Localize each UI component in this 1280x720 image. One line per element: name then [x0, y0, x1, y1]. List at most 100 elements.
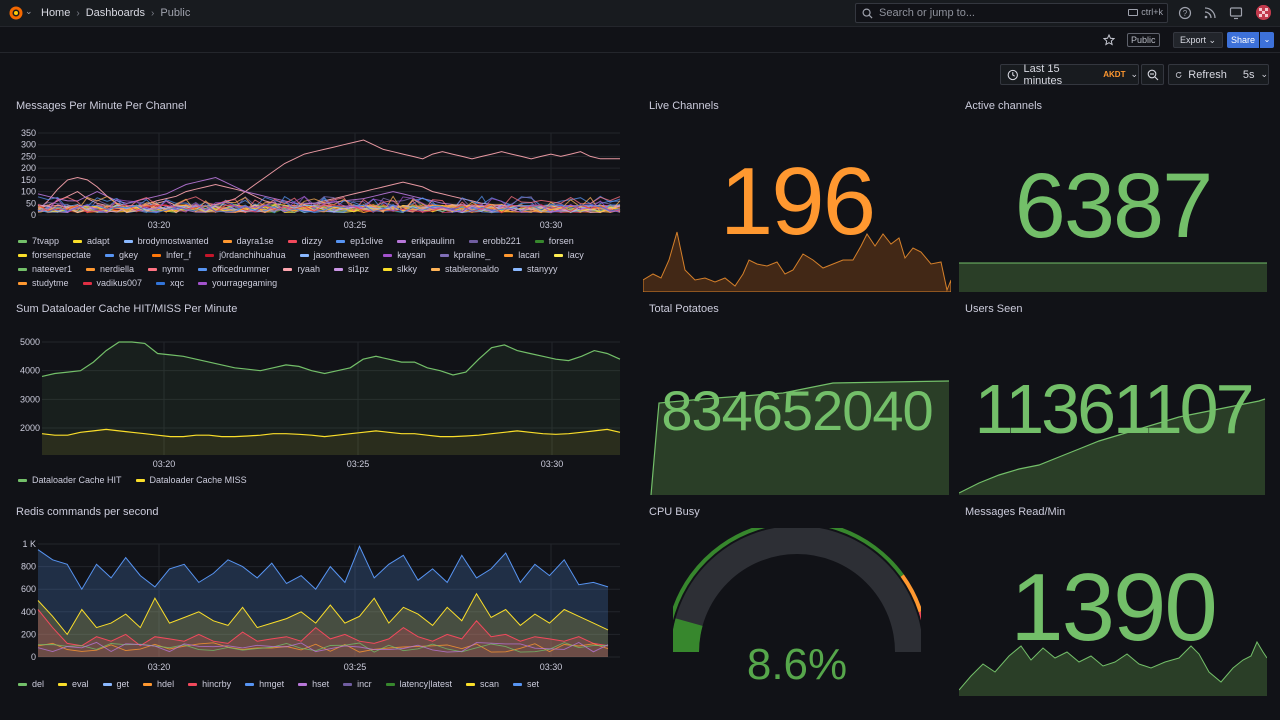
breadcrumb-home[interactable]: Home: [41, 7, 71, 19]
legend-item[interactable]: hdel: [143, 679, 174, 689]
avatar[interactable]: [1256, 5, 1271, 20]
timezone-label: AKDT: [1103, 70, 1126, 79]
legend-item[interactable]: yourragegaming: [198, 278, 277, 288]
legend-label: latency|latest: [399, 679, 452, 689]
share-dropdown-button[interactable]: ⌄: [1260, 32, 1274, 48]
clock-icon: [1007, 69, 1018, 80]
export-button[interactable]: Export ⌄: [1173, 32, 1224, 48]
help-icon[interactable]: ?: [1178, 6, 1192, 20]
legend-item[interactable]: adapt: [73, 236, 110, 246]
legend-item[interactable]: erobb221: [468, 236, 521, 246]
gauge-threshold-green: [673, 528, 904, 621]
legend-item[interactable]: set: [513, 679, 539, 689]
legend-item[interactable]: ryaah: [283, 264, 320, 274]
legend-item[interactable]: nerdiella: [86, 264, 134, 274]
legend-label: erikpaulinn: [411, 236, 455, 246]
legend-item[interactable]: jasontheween: [299, 250, 369, 260]
legend-item[interactable]: erikpaulinn: [397, 236, 455, 246]
legend-swatch: [553, 253, 563, 257]
search-input[interactable]: Search or jump to... ctrl+k: [855, 3, 1168, 23]
legend-item[interactable]: j0rdanchihuahua: [205, 250, 286, 260]
panel-cpu-busy: CPU Busy 8.6%: [643, 506, 951, 696]
legend-label: scan: [480, 679, 500, 689]
legend-item[interactable]: Dataloader Cache MISS: [135, 475, 247, 485]
legend-swatch: [513, 267, 523, 271]
legend-item[interactable]: slkky: [382, 264, 417, 274]
series-line: [41, 428, 621, 438]
legend-item[interactable]: stableronaldo: [430, 264, 500, 274]
legend-item[interactable]: 7tvapp: [18, 236, 59, 246]
series-line: [37, 139, 620, 209]
rss-icon[interactable]: [1203, 6, 1217, 20]
legend-item[interactable]: officedrummer: [198, 264, 269, 274]
legend-item[interactable]: brodymostwanted: [123, 236, 209, 246]
redis-timeseries-graph[interactable]: 1 K 800 600 400 200 0 03:20 03:25 03:30: [16, 534, 628, 674]
legend-label: 7tvapp: [32, 236, 60, 246]
legend-item[interactable]: incr: [343, 679, 372, 689]
live-channels-value: 196: [719, 148, 876, 255]
legend-swatch: [123, 239, 133, 243]
legend-swatch: [336, 239, 346, 243]
legend-label: stableronaldo: [444, 264, 500, 274]
monitor-icon[interactable]: [1229, 6, 1243, 20]
x-tick-label: 03:20: [148, 662, 171, 672]
legend-item[interactable]: kpraline_: [439, 250, 490, 260]
zoom-out-button[interactable]: [1141, 64, 1164, 85]
refresh-button[interactable]: Refresh 5s ⌄: [1168, 64, 1269, 85]
legend-item[interactable]: lacari: [504, 250, 540, 260]
legend-item[interactable]: latency|latest: [385, 679, 452, 689]
chevron-down-icon: ⌄: [1263, 35, 1271, 44]
share-button[interactable]: Share: [1227, 32, 1259, 48]
legend-swatch: [188, 682, 198, 686]
dataloader-timeseries-graph[interactable]: 5000 4000 3000 2000 03:20 03:25 03:30: [16, 331, 628, 471]
users-seen-value: 11361107: [974, 370, 1254, 448]
legend-item[interactable]: dizzy: [287, 236, 322, 246]
breadcrumb-dashboards[interactable]: Dashboards: [85, 7, 146, 19]
legend-swatch: [18, 682, 27, 686]
legend-item[interactable]: vadikus007: [82, 278, 142, 288]
legend-item[interactable]: eval: [58, 679, 89, 689]
refresh-interval[interactable]: 5s: [1242, 68, 1255, 81]
y-tick-label: 200: [21, 163, 36, 173]
legend-item[interactable]: ep1clive: [336, 236, 383, 246]
legend-item[interactable]: dayra1se: [222, 236, 274, 246]
legend-item[interactable]: nateever1: [18, 264, 72, 274]
legend-item[interactable]: del: [18, 679, 44, 689]
legend-item[interactable]: stanyyy: [513, 264, 558, 274]
legend-swatch: [18, 478, 27, 482]
legend-item[interactable]: hincrby: [188, 679, 231, 689]
legend-swatch: [18, 239, 27, 243]
legend-item[interactable]: lnfer_f: [152, 250, 191, 260]
legend-item[interactable]: hset: [298, 679, 329, 689]
legend-swatch: [102, 682, 112, 686]
refresh-label: Refresh: [1188, 68, 1227, 81]
legend-label: eval: [72, 679, 89, 689]
legend-item[interactable]: xqc: [156, 278, 184, 288]
legend-item[interactable]: forsen: [534, 236, 574, 246]
legend-item[interactable]: scan: [466, 679, 499, 689]
legend-item[interactable]: lacy: [553, 250, 584, 260]
legend-item[interactable]: studytme: [18, 278, 69, 288]
series-line: [37, 195, 621, 214]
legend-item[interactable]: forsenspectate: [18, 250, 91, 260]
y-tick-label: 400: [21, 607, 36, 617]
x-tick-label: 03:30: [540, 662, 563, 672]
legend-item[interactable]: nymn: [148, 264, 184, 274]
gauge-value-arc: [673, 618, 703, 653]
legend-label: lnfer_f: [166, 250, 192, 260]
legend-label: slkky: [396, 264, 417, 274]
chevron-down-icon[interactable]: ⌄: [25, 6, 33, 16]
time-range-picker[interactable]: Last 15 minutes AKDT ⌄: [1000, 63, 1139, 87]
legend-item[interactable]: si1pz: [333, 264, 369, 274]
legend-item[interactable]: Dataloader Cache HIT: [18, 475, 122, 485]
star-icon[interactable]: [1103, 34, 1115, 46]
legend-swatch: [298, 682, 308, 686]
legend-item[interactable]: gkey: [105, 250, 138, 260]
legend-dataloader: Dataloader Cache HIT Dataloader Cache MIS…: [18, 475, 618, 485]
legend-item[interactable]: kaysan: [383, 250, 426, 260]
legend-item[interactable]: hmget: [245, 679, 284, 689]
panel-title: Messages Read/Min: [965, 506, 1066, 518]
legend-item[interactable]: get: [102, 679, 129, 689]
grafana-logo-icon[interactable]: [8, 5, 24, 21]
